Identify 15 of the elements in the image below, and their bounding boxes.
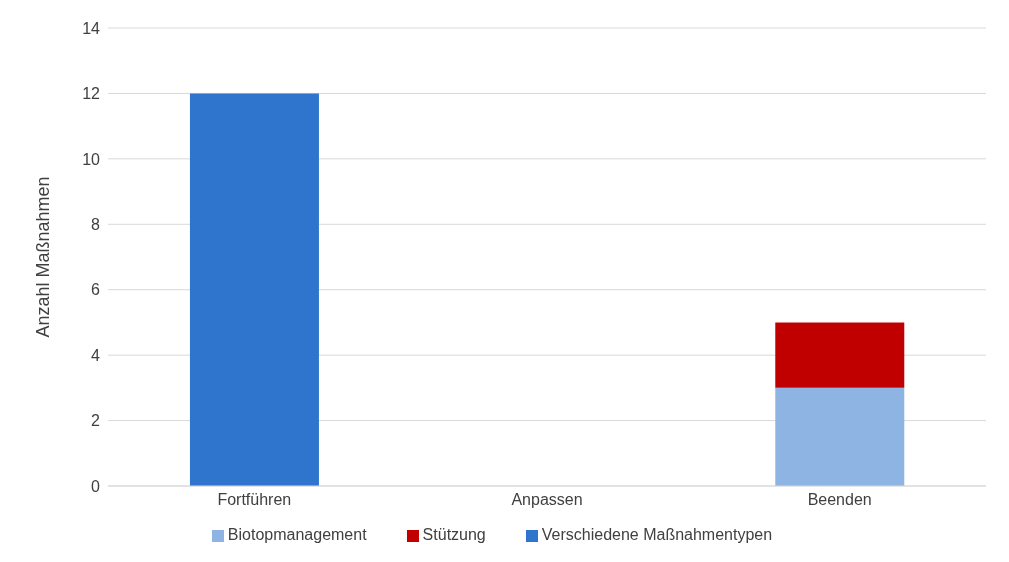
legend-label: Verschiedene Maßnahmentypen bbox=[541, 526, 773, 543]
y-tick-label: 14 bbox=[82, 19, 101, 37]
x-tick-label: Beenden bbox=[807, 491, 872, 509]
legend-label: Stützung bbox=[422, 526, 486, 543]
x-tick-label: Anpassen bbox=[511, 491, 583, 509]
y-tick-label: 6 bbox=[91, 281, 101, 299]
y-tick-label: 10 bbox=[82, 150, 101, 168]
y-tick-label: 4 bbox=[91, 346, 101, 364]
legend-label: Biotopmanagement bbox=[227, 526, 367, 543]
x-tick-label: Fortführen bbox=[217, 491, 292, 509]
y-axis-title: Anzahl Maßnahmen bbox=[33, 176, 54, 338]
y-tick-label: 8 bbox=[91, 215, 101, 233]
y-tick-label: 0 bbox=[91, 477, 101, 495]
y-tick-label: 12 bbox=[82, 85, 101, 103]
y-tick-label: 2 bbox=[91, 412, 101, 430]
